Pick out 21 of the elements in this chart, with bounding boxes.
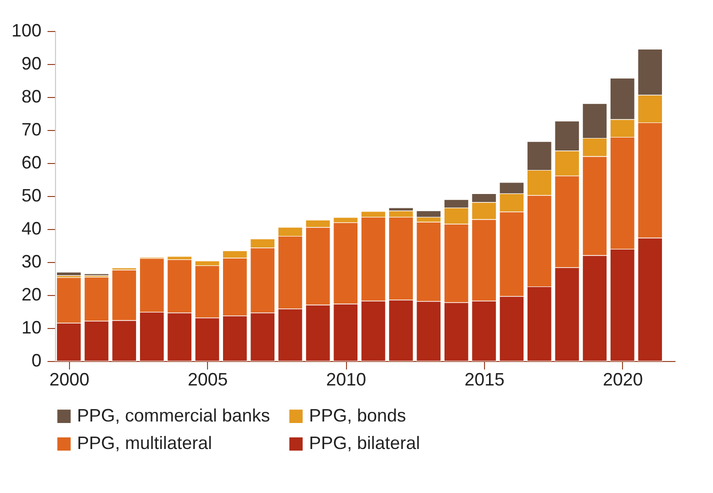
y-tick-label: 50 [21,186,42,206]
y-tick-label: 10 [21,318,42,338]
x-tick-label: 2000 [49,370,90,390]
y-tick-label: 30 [21,252,42,272]
bar [56,272,82,276]
y-tick-label: 40 [21,218,42,238]
y-tick-label: 100 [11,20,42,40]
x-tick-label: 2010 [326,370,366,390]
y-tick-label: 20 [21,284,42,304]
x-tick-label: 2015 [464,370,505,390]
x-tick-label: 2005 [188,370,228,390]
y-tick-label: 0 [31,350,42,370]
legend-label: PPG, multilateral [77,433,212,453]
y-tick-label: 60 [21,152,42,172]
y-tick-label: 70 [21,120,42,140]
x-tick-label: 2020 [602,370,643,390]
y-tick-label: 80 [21,86,42,106]
legend-label: PPG, commercial banks [77,405,270,426]
legend-label: PPG, bilateral [309,433,420,453]
legend-label: PPG, bonds [309,405,406,426]
y-tick-label: 90 [21,54,42,74]
